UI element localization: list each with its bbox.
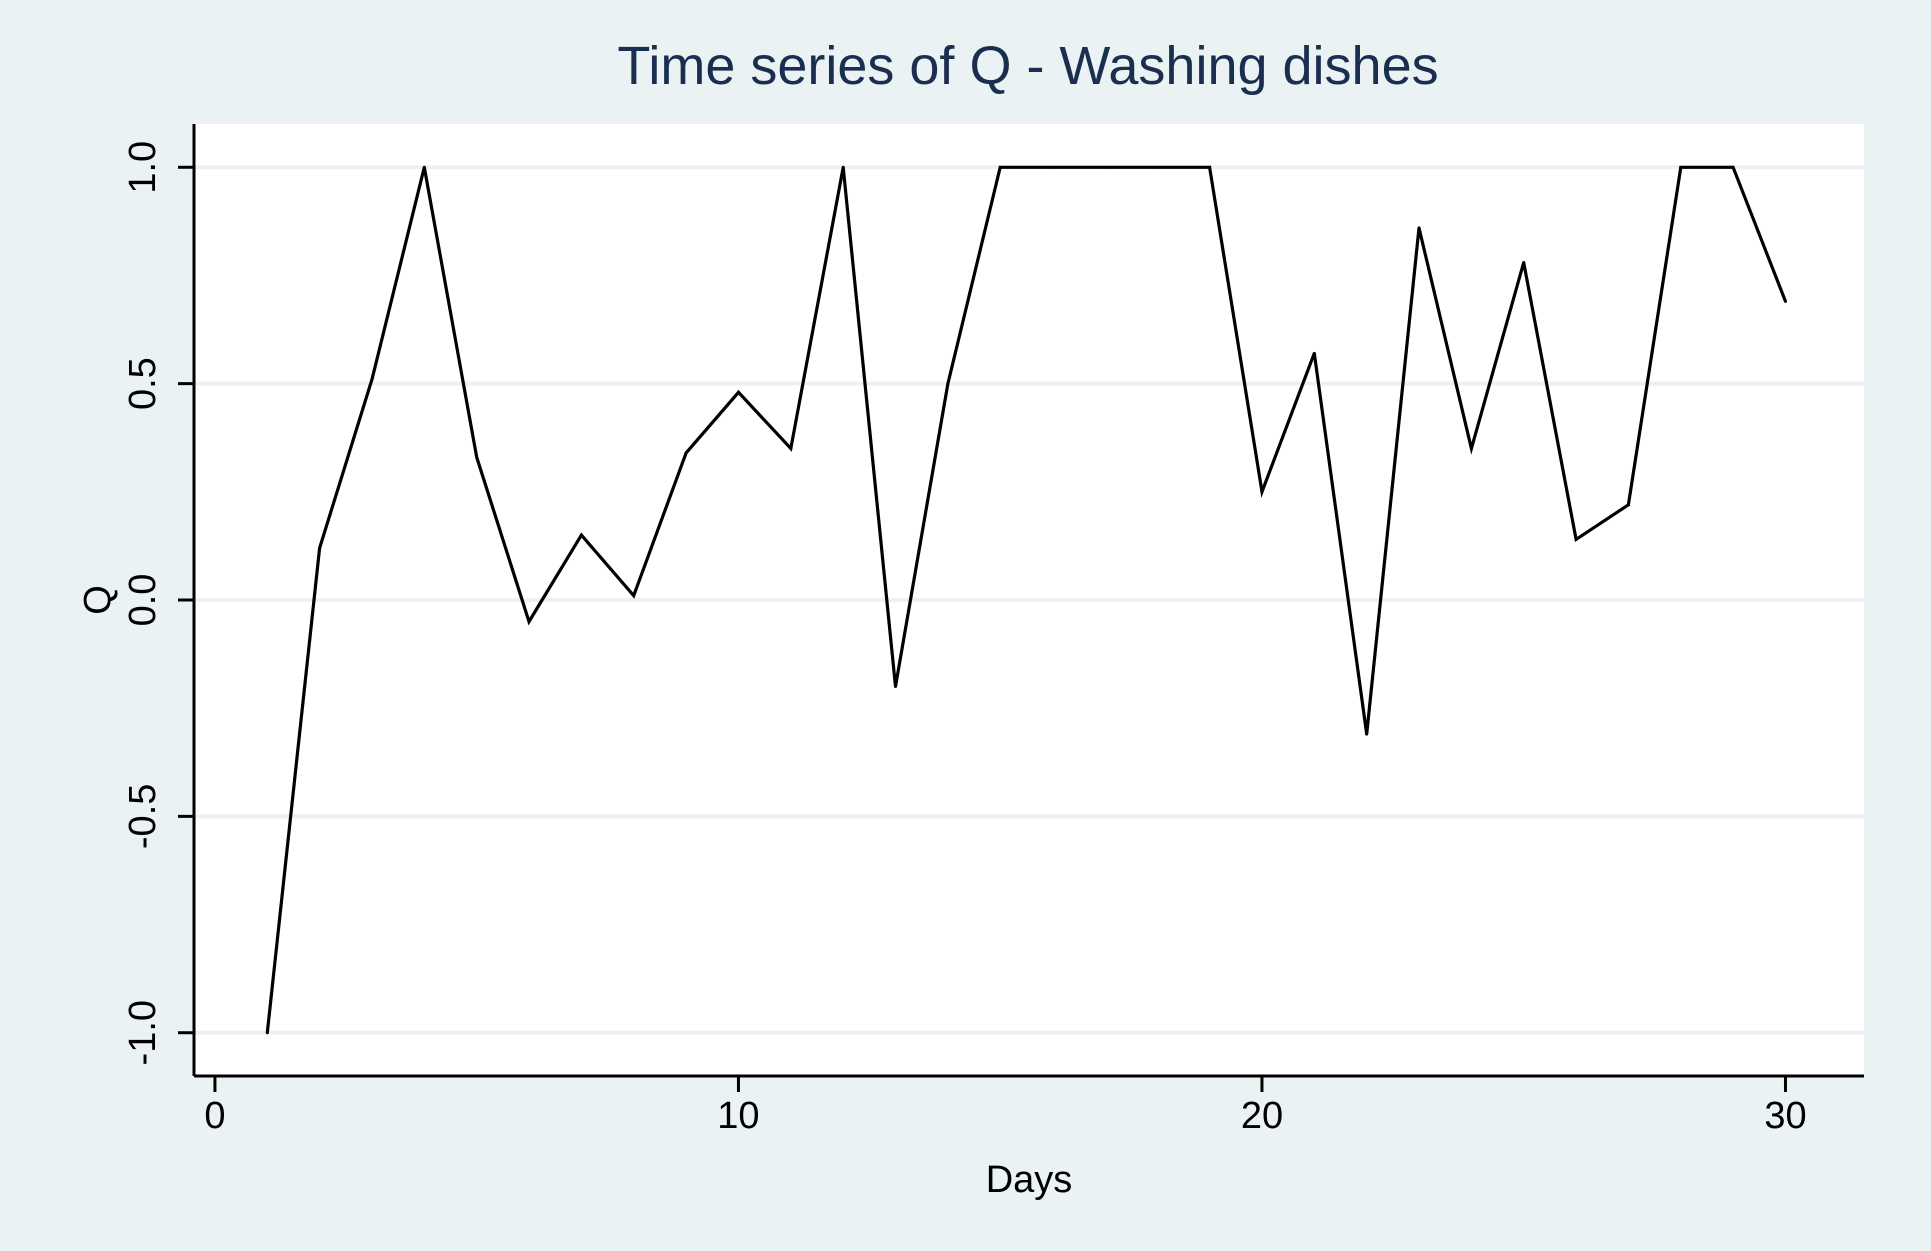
axes: -1.0 -0.5 0.0 0.5 1.0 0 10 20 30	[122, 124, 1864, 1137]
data-point-0-25	[1574, 537, 1578, 541]
y-tick-label-0: -1.0	[122, 1000, 164, 1065]
gridlines	[194, 165, 1864, 1035]
y-axis-label: Q	[77, 585, 119, 615]
data-point-0-11	[841, 165, 845, 169]
x-tick-label-3: 30	[1764, 1095, 1806, 1137]
data-point-0-19	[1260, 490, 1264, 494]
data-point-0-20	[1312, 351, 1316, 355]
data-point-0-4	[475, 455, 479, 459]
data-point-0-9	[736, 390, 740, 394]
x-tick-label-2: 20	[1241, 1095, 1283, 1137]
data-point-0-21	[1365, 732, 1369, 736]
data-point-0-15	[1051, 165, 1055, 169]
data-point-0-7	[632, 594, 636, 598]
data-point-0-0	[265, 1031, 269, 1035]
data-point-0-27	[1679, 165, 1683, 169]
series-line-0	[265, 165, 1787, 1033]
y-tick-label-3: 0.5	[122, 357, 164, 410]
data-point-0-12	[894, 685, 898, 689]
data-point-0-8	[684, 451, 688, 455]
data-point-0-17	[1155, 165, 1159, 169]
data-point-0-6	[579, 533, 583, 537]
data-point-0-13	[946, 382, 950, 386]
data-point-0-24	[1522, 260, 1526, 264]
data-point-0-2	[370, 377, 374, 381]
data-point-0-29	[1783, 299, 1787, 303]
y-tick-label-1: -0.5	[122, 784, 164, 849]
data-point-0-28	[1731, 165, 1735, 169]
data-point-0-14	[998, 165, 1002, 169]
series-layer	[265, 165, 1787, 1035]
x-tick-label-0: 0	[204, 1095, 225, 1137]
data-point-0-16	[1103, 165, 1107, 169]
data-point-0-22	[1417, 226, 1421, 230]
data-point-0-18	[1208, 165, 1212, 169]
data-point-0-1	[318, 546, 322, 550]
chart-title: Time series of Q - Washing dishes	[617, 36, 1438, 96]
data-point-0-10	[789, 447, 793, 451]
data-point-0-26	[1626, 503, 1630, 507]
x-tick-label-1: 10	[717, 1095, 759, 1137]
data-point-0-3	[422, 165, 426, 169]
y-tick-label-4: 1.0	[122, 141, 164, 194]
data-point-0-23	[1469, 447, 1473, 451]
y-tick-label-2: 0.0	[122, 574, 164, 627]
x-axis-label: Days	[986, 1159, 1073, 1201]
data-point-0-5	[527, 620, 531, 624]
